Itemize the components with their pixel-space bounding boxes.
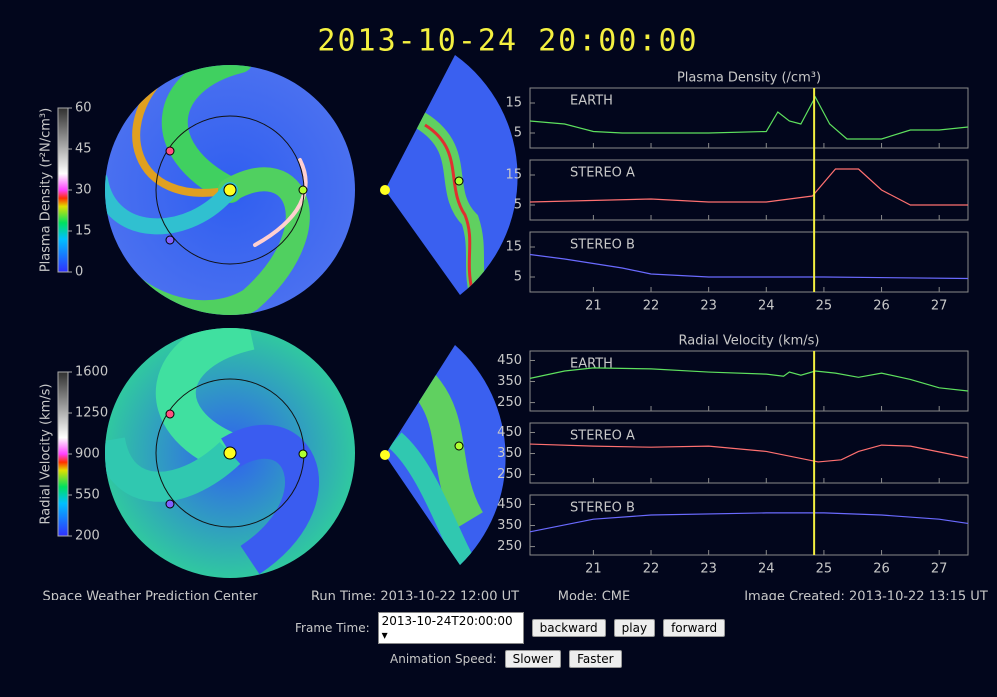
panel-name: STEREO B	[570, 501, 635, 516]
panel-name: STEREO A	[570, 166, 635, 181]
speed-controls: Animation Speed: Slower Faster	[390, 650, 622, 668]
y-tick-label: 250	[497, 539, 522, 554]
x-tick-label: 25	[816, 562, 833, 577]
frame-time-title: 2013-10-24 20:00:00	[317, 24, 698, 59]
panel-frame	[529, 159, 969, 221]
y-tick-label: 15	[505, 168, 522, 183]
x-tick-label: 26	[873, 299, 890, 314]
colorbar	[57, 371, 69, 537]
colorbar-label: Radial Velocity (km/s)	[39, 384, 54, 525]
velocity-wedge	[380, 345, 506, 565]
x-tick-label: 25	[816, 299, 833, 314]
y-tick-label: 15	[505, 240, 522, 255]
series-line	[529, 168, 968, 206]
panel-frame	[529, 87, 969, 149]
org-name: Space Weather Prediction Center	[42, 590, 258, 601]
y-tick-label: 15	[505, 96, 522, 111]
colorbar	[57, 107, 69, 273]
panel-name: EARTH	[570, 94, 613, 109]
image-created: Image Created: 2013-10-22 13:15 UT	[744, 590, 988, 601]
series-line	[529, 253, 969, 280]
series-line	[529, 95, 969, 140]
y-tick-label: 5	[514, 198, 522, 213]
density-wedge	[380, 55, 518, 295]
density-disk	[105, 65, 355, 315]
backward-button[interactable]: backward	[531, 619, 606, 637]
speed-label: Animation Speed:	[390, 652, 497, 666]
colorbar-tick-label: 1250	[75, 406, 108, 421]
series-line	[529, 443, 969, 463]
panel-name: STEREO B	[570, 238, 635, 253]
x-tick-label: 22	[643, 299, 660, 314]
frame-label: Frame Time:	[295, 621, 370, 635]
colorbar-tick-label: 200	[75, 529, 100, 544]
x-tick-label: 24	[758, 299, 775, 314]
frame-select[interactable]: 2013-10-24T20:00:00 ▾	[377, 612, 524, 644]
frame-value: 2013-10-24T20:00:00	[381, 614, 513, 628]
colorbar-tick-label: 900	[75, 447, 100, 462]
x-tick-label: 26	[873, 562, 890, 577]
colorbar-tick-label: 550	[75, 488, 100, 503]
panel-frame	[529, 231, 969, 293]
mode: Mode: CME	[558, 590, 630, 601]
forward-button[interactable]: forward	[663, 619, 726, 637]
panel-name: STEREO A	[570, 429, 635, 444]
colorbar-tick-label: 15	[75, 224, 92, 239]
y-tick-label: 5	[514, 270, 522, 285]
x-tick-label: 21	[585, 562, 602, 577]
panel-frame	[529, 494, 969, 556]
colorbar-tick-label: 30	[75, 183, 92, 198]
y-tick-label: 450	[497, 353, 522, 368]
x-tick-label: 27	[931, 562, 948, 577]
series-line	[529, 512, 969, 533]
slower-button[interactable]: Slower	[504, 650, 562, 668]
colorbar-tick-label: 45	[75, 142, 92, 157]
colorbar-label: Plasma Density (r²N/cm³)	[39, 108, 54, 272]
panel-frame	[529, 350, 969, 412]
x-tick-label: 23	[700, 562, 717, 577]
y-tick-label: 350	[497, 374, 522, 389]
series-line	[529, 367, 969, 392]
faster-button[interactable]: Faster	[569, 650, 622, 668]
x-tick-label: 24	[758, 562, 775, 577]
colorbar-tick-label: 0	[75, 265, 83, 280]
colorbar-tick-label: 1600	[75, 365, 108, 380]
frame-controls: Frame Time: 2013-10-24T20:00:00 ▾ backwa…	[295, 612, 726, 644]
plot-title: Radial Velocity (km/s)	[679, 334, 820, 349]
x-tick-label: 22	[643, 562, 660, 577]
play-button[interactable]: play	[613, 619, 656, 637]
x-tick-label: 23	[700, 299, 717, 314]
y-tick-label: 350	[497, 446, 522, 461]
plot-title: Plasma Density (/cm³)	[677, 71, 821, 86]
y-tick-label: 450	[497, 425, 522, 440]
y-tick-label: 250	[497, 395, 522, 410]
y-tick-label: 5	[514, 126, 522, 141]
x-tick-label: 21	[585, 299, 602, 314]
y-tick-label: 250	[497, 467, 522, 482]
figure: 2013-10-24 20:00:00	[39, 24, 988, 601]
x-tick-label: 27	[931, 299, 948, 314]
run-time: Run Time: 2013-10-22 12:00 UT	[311, 590, 519, 601]
velocity-disk	[105, 328, 355, 578]
y-tick-label: 450	[497, 497, 522, 512]
colorbar-tick-label: 60	[75, 101, 92, 116]
y-tick-label: 350	[497, 518, 522, 533]
panel-frame	[529, 422, 969, 484]
